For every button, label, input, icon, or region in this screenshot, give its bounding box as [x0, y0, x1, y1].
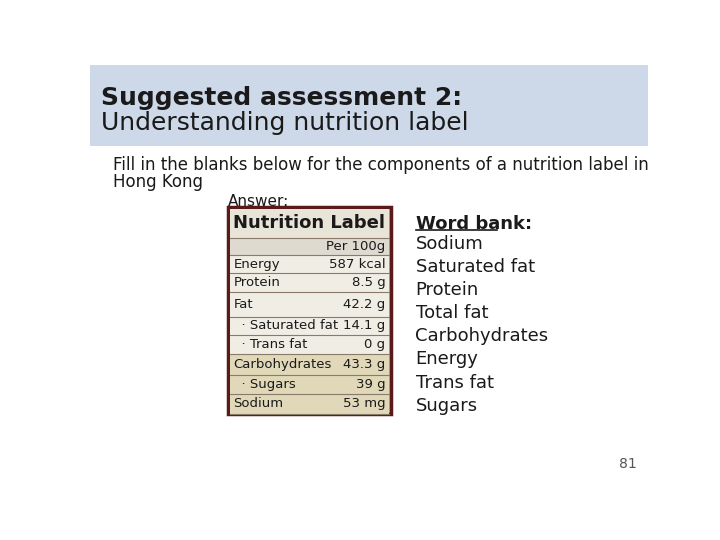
Text: Trans fat: Trans fat — [415, 374, 493, 391]
Text: · Trans fat: · Trans fat — [233, 338, 307, 351]
FancyBboxPatch shape — [230, 354, 389, 375]
Text: Fat: Fat — [233, 298, 253, 311]
Text: · Saturated fat: · Saturated fat — [233, 319, 338, 332]
Text: 81: 81 — [618, 457, 636, 471]
Text: 14.1 g: 14.1 g — [343, 319, 385, 332]
Text: Carbohydrates: Carbohydrates — [233, 358, 332, 371]
Text: Protein: Protein — [415, 281, 479, 299]
Text: Sodium: Sodium — [415, 235, 483, 253]
Text: 39 g: 39 g — [356, 378, 385, 391]
Text: Word bank:: Word bank: — [415, 215, 531, 233]
Text: Saturated fat: Saturated fat — [415, 258, 535, 276]
FancyBboxPatch shape — [230, 375, 389, 394]
FancyBboxPatch shape — [230, 292, 389, 316]
Text: 42.2 g: 42.2 g — [343, 298, 385, 311]
Text: Per 100g: Per 100g — [326, 240, 385, 253]
FancyBboxPatch shape — [230, 255, 389, 273]
Text: · Sugars: · Sugars — [233, 378, 296, 391]
Text: Fill in the blanks below for the components of a nutrition label in: Fill in the blanks below for the compone… — [113, 156, 649, 174]
Text: Nutrition Label: Nutrition Label — [233, 214, 385, 232]
Text: Energy: Energy — [233, 258, 280, 271]
Text: 8.5 g: 8.5 g — [351, 276, 385, 289]
Text: Carbohydrates: Carbohydrates — [415, 327, 549, 346]
Text: Total fat: Total fat — [415, 304, 488, 322]
FancyBboxPatch shape — [230, 209, 389, 238]
FancyBboxPatch shape — [228, 207, 391, 414]
Text: Sodium: Sodium — [233, 397, 284, 410]
FancyBboxPatch shape — [230, 316, 389, 335]
Text: Protein: Protein — [233, 276, 280, 289]
Text: Answer:: Answer: — [228, 194, 289, 209]
Text: 587 kcal: 587 kcal — [328, 258, 385, 271]
Text: Hong Kong: Hong Kong — [113, 173, 203, 191]
Text: Sugars: Sugars — [415, 397, 477, 415]
Text: Energy: Energy — [415, 350, 478, 368]
Text: 53 mg: 53 mg — [343, 397, 385, 410]
FancyBboxPatch shape — [230, 273, 389, 292]
Text: 0 g: 0 g — [364, 338, 385, 351]
Text: 43.3 g: 43.3 g — [343, 358, 385, 371]
FancyBboxPatch shape — [230, 394, 389, 414]
FancyBboxPatch shape — [230, 335, 389, 354]
FancyBboxPatch shape — [230, 238, 389, 255]
Text: Suggested assessment 2:: Suggested assessment 2: — [101, 86, 462, 110]
FancyBboxPatch shape — [90, 65, 648, 146]
Text: Understanding nutrition label: Understanding nutrition label — [101, 111, 469, 135]
